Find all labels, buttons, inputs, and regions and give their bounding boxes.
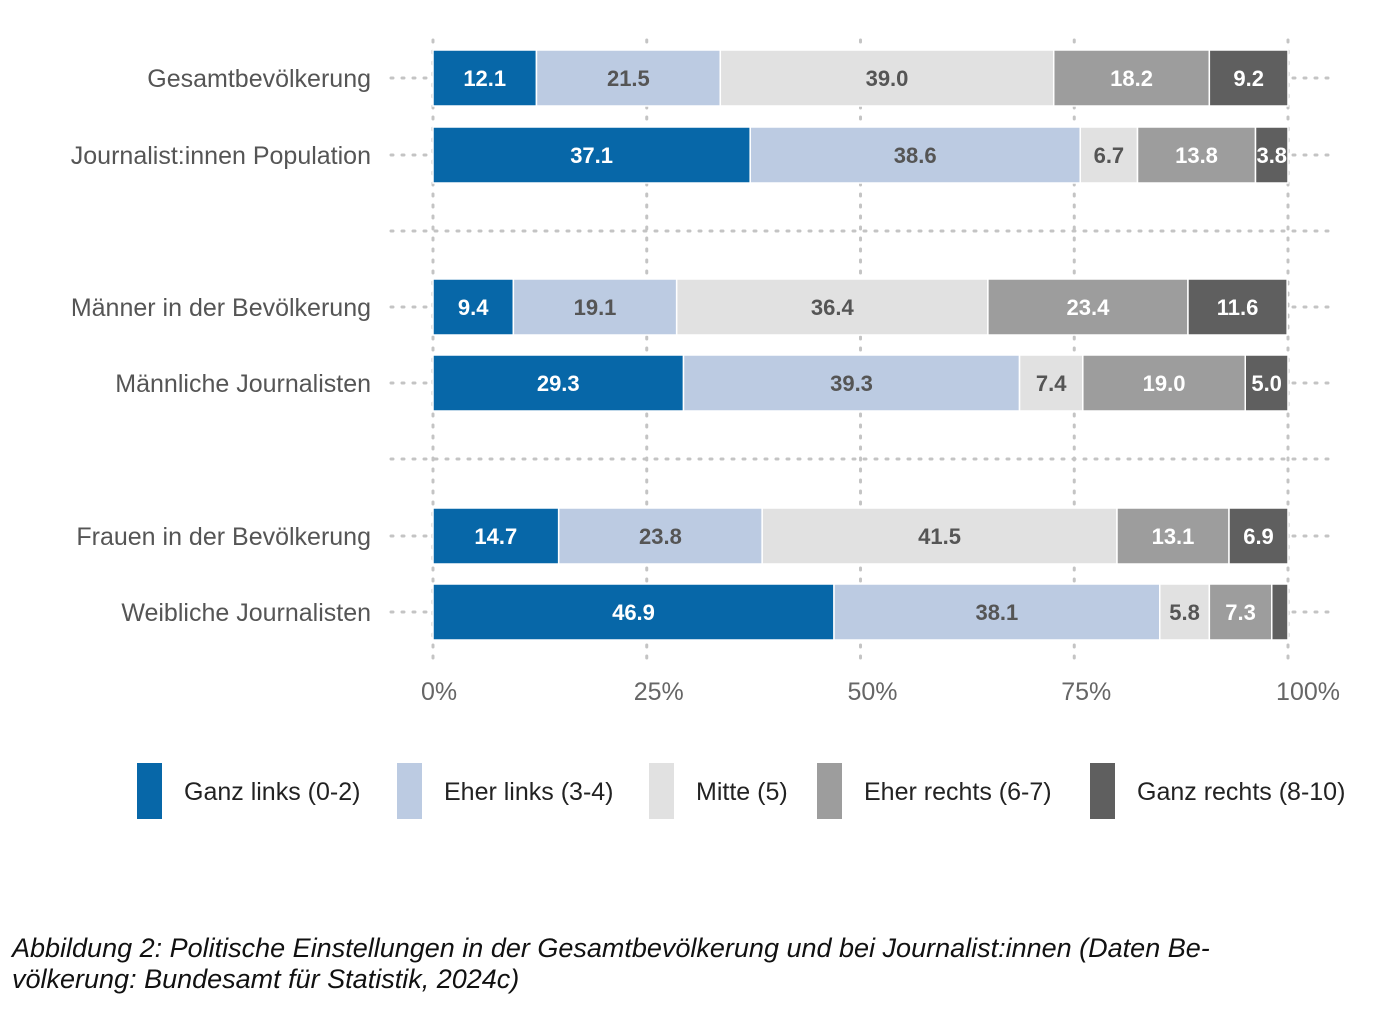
bar-value-label: 6.7 xyxy=(1094,143,1125,168)
bar-segment xyxy=(432,507,560,565)
bar-segment xyxy=(719,49,1055,107)
bar-value-label: 36.4 xyxy=(811,295,855,320)
bar-value-label: 41.5 xyxy=(918,524,961,549)
bar-value-label: 9.4 xyxy=(458,295,489,320)
bar-value-label: 3.8 xyxy=(1256,143,1287,168)
legend-swatch xyxy=(817,763,842,819)
bar-value-label: 12.1 xyxy=(463,66,506,91)
legend-label: Ganz links (0-2) xyxy=(184,778,360,806)
bar-segment xyxy=(1082,354,1247,412)
bar-segment xyxy=(749,126,1081,184)
bar-value-label: 7.4 xyxy=(1036,371,1067,396)
category-label: Gesamtbevölkerung xyxy=(147,65,371,93)
bar-value-label: 5.8 xyxy=(1169,600,1200,625)
legend-label: Ganz rechts (8-10) xyxy=(1137,778,1345,806)
x-tick-label: 50% xyxy=(847,678,897,706)
bar-segment xyxy=(761,507,1118,565)
bar-segment xyxy=(1228,507,1289,565)
bar-segment xyxy=(1208,583,1273,641)
category-label: Weibliche Journalisten xyxy=(121,599,371,627)
bar-segment xyxy=(1208,49,1289,107)
category-label: Frauen in der Bevölkerung xyxy=(76,523,371,551)
bar-segment xyxy=(432,583,835,641)
caption-line-2: völkerung: Bundesamt für Statistik, 2024… xyxy=(12,964,520,994)
bar-value-label: 9.2 xyxy=(1233,66,1264,91)
bar-value-label: 39.0 xyxy=(866,66,909,91)
bar-value-label: 13.1 xyxy=(1152,524,1195,549)
bar-value-label: 7.3 xyxy=(1225,600,1256,625)
x-tick-label: 0% xyxy=(421,678,457,706)
category-label: Männliche Journalisten xyxy=(115,370,371,398)
legend-label: Eher rechts (6-7) xyxy=(864,778,1052,806)
bar-value-label: 23.8 xyxy=(639,524,682,549)
bar-value-label: 13.8 xyxy=(1175,143,1218,168)
bar-value-label: 14.7 xyxy=(474,524,517,549)
x-tick-label: 75% xyxy=(1061,678,1111,706)
bar-value-label: 18.2 xyxy=(1110,66,1153,91)
bar-segment xyxy=(833,583,1161,641)
stacked-bar-chart: 12.1 21.5 39.0 18.2 9.2 Gesamtbevölkerung 37.1… xyxy=(71,38,1345,819)
bar-segment xyxy=(1244,354,1289,412)
legend-label: Mitte (5) xyxy=(696,778,788,806)
bar-value-label: 19.1 xyxy=(574,295,617,320)
bar-segment xyxy=(432,278,515,336)
bar-segment xyxy=(1018,354,1084,412)
bar-segment xyxy=(1079,126,1139,184)
bar-value-label: 29.3 xyxy=(537,371,580,396)
bar-value-label: 21.5 xyxy=(607,66,650,91)
category-label: Männer in der Bevölkerung xyxy=(71,294,371,322)
legend-swatch xyxy=(649,763,674,819)
legend-swatch xyxy=(397,763,422,819)
bar-value-label: 19.0 xyxy=(1143,371,1186,396)
caption-line-1: Abbildung 2: Politische Einstellungen in… xyxy=(12,933,1210,963)
legend-label: Eher links (3-4) xyxy=(444,778,614,806)
x-tick-label: 100% xyxy=(1276,678,1340,706)
bar-segment xyxy=(682,354,1021,412)
bar-value-label: 39.3 xyxy=(830,371,873,396)
bar-value-label: 46.9 xyxy=(612,600,655,625)
category-label: Journalist:innen Population xyxy=(71,142,371,170)
bar-segment xyxy=(1254,126,1289,184)
legend-swatch xyxy=(137,763,162,819)
bar-value-label: 11.6 xyxy=(1217,295,1259,320)
x-tick-label: 25% xyxy=(634,678,684,706)
bar-segment xyxy=(432,126,751,184)
bar-value-label: 38.1 xyxy=(975,600,1018,625)
bar-segment xyxy=(1052,49,1211,107)
bar-segment xyxy=(987,278,1189,336)
bar-value-label: 37.1 xyxy=(570,143,613,168)
bar-segment xyxy=(432,354,685,412)
bar-segment xyxy=(512,278,678,336)
bar-segment xyxy=(432,49,538,107)
figure-caption: Abbildung 2: Politische Einstellungen in… xyxy=(12,933,1382,995)
bar-value-label: 23.4 xyxy=(1067,295,1111,320)
legend-swatch xyxy=(1090,763,1115,819)
bar-value-label: 38.6 xyxy=(894,143,937,168)
bar-segment xyxy=(1187,278,1288,336)
bar-value-label: 5.0 xyxy=(1251,371,1282,396)
bar-value-label: 6.9 xyxy=(1243,524,1274,549)
bar-segment xyxy=(1271,583,1289,641)
